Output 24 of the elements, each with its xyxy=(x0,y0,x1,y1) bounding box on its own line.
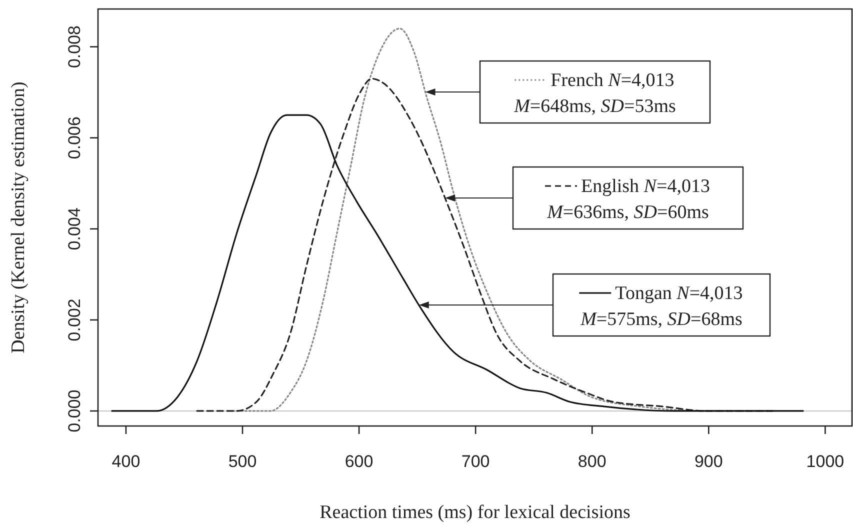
annotation: N=4,013 xyxy=(642,176,710,197)
y-axis-title: Density (Kernel density estimation) xyxy=(8,82,29,354)
annotation: M=648ms, SD=53ms xyxy=(513,96,676,117)
x-tick-label: 500 xyxy=(228,452,257,471)
annotation: N=4,013 xyxy=(607,70,674,91)
y-tick-label: 0.006 xyxy=(65,116,84,160)
x-tick-label: 800 xyxy=(578,452,606,471)
x-tick-label: 600 xyxy=(344,452,374,471)
y-tick-label: 0.004 xyxy=(65,208,84,250)
y-tick-label: 0.008 xyxy=(65,26,84,68)
line-series xyxy=(111,114,804,412)
legend-label: English xyxy=(581,176,640,197)
x-tick-label: 700 xyxy=(461,452,490,471)
y-tick-label: 0.000 xyxy=(65,390,84,432)
y-tick-label: 0.002 xyxy=(65,298,84,342)
annotation: M=636ms, SD=60ms xyxy=(546,202,709,223)
annotation: N=4,013 xyxy=(676,283,743,304)
legend-label: French xyxy=(550,70,604,91)
x-tick-label: 400 xyxy=(112,452,140,471)
x-tick-label: 1000 xyxy=(806,452,844,471)
x-tick-label: 900 xyxy=(694,452,723,471)
legend-label: Tongan xyxy=(615,283,672,304)
x-axis-title: Reaction times (ms) for lexical decisions xyxy=(320,502,630,523)
annotation: M=575ms, SD=68ms xyxy=(580,309,742,330)
